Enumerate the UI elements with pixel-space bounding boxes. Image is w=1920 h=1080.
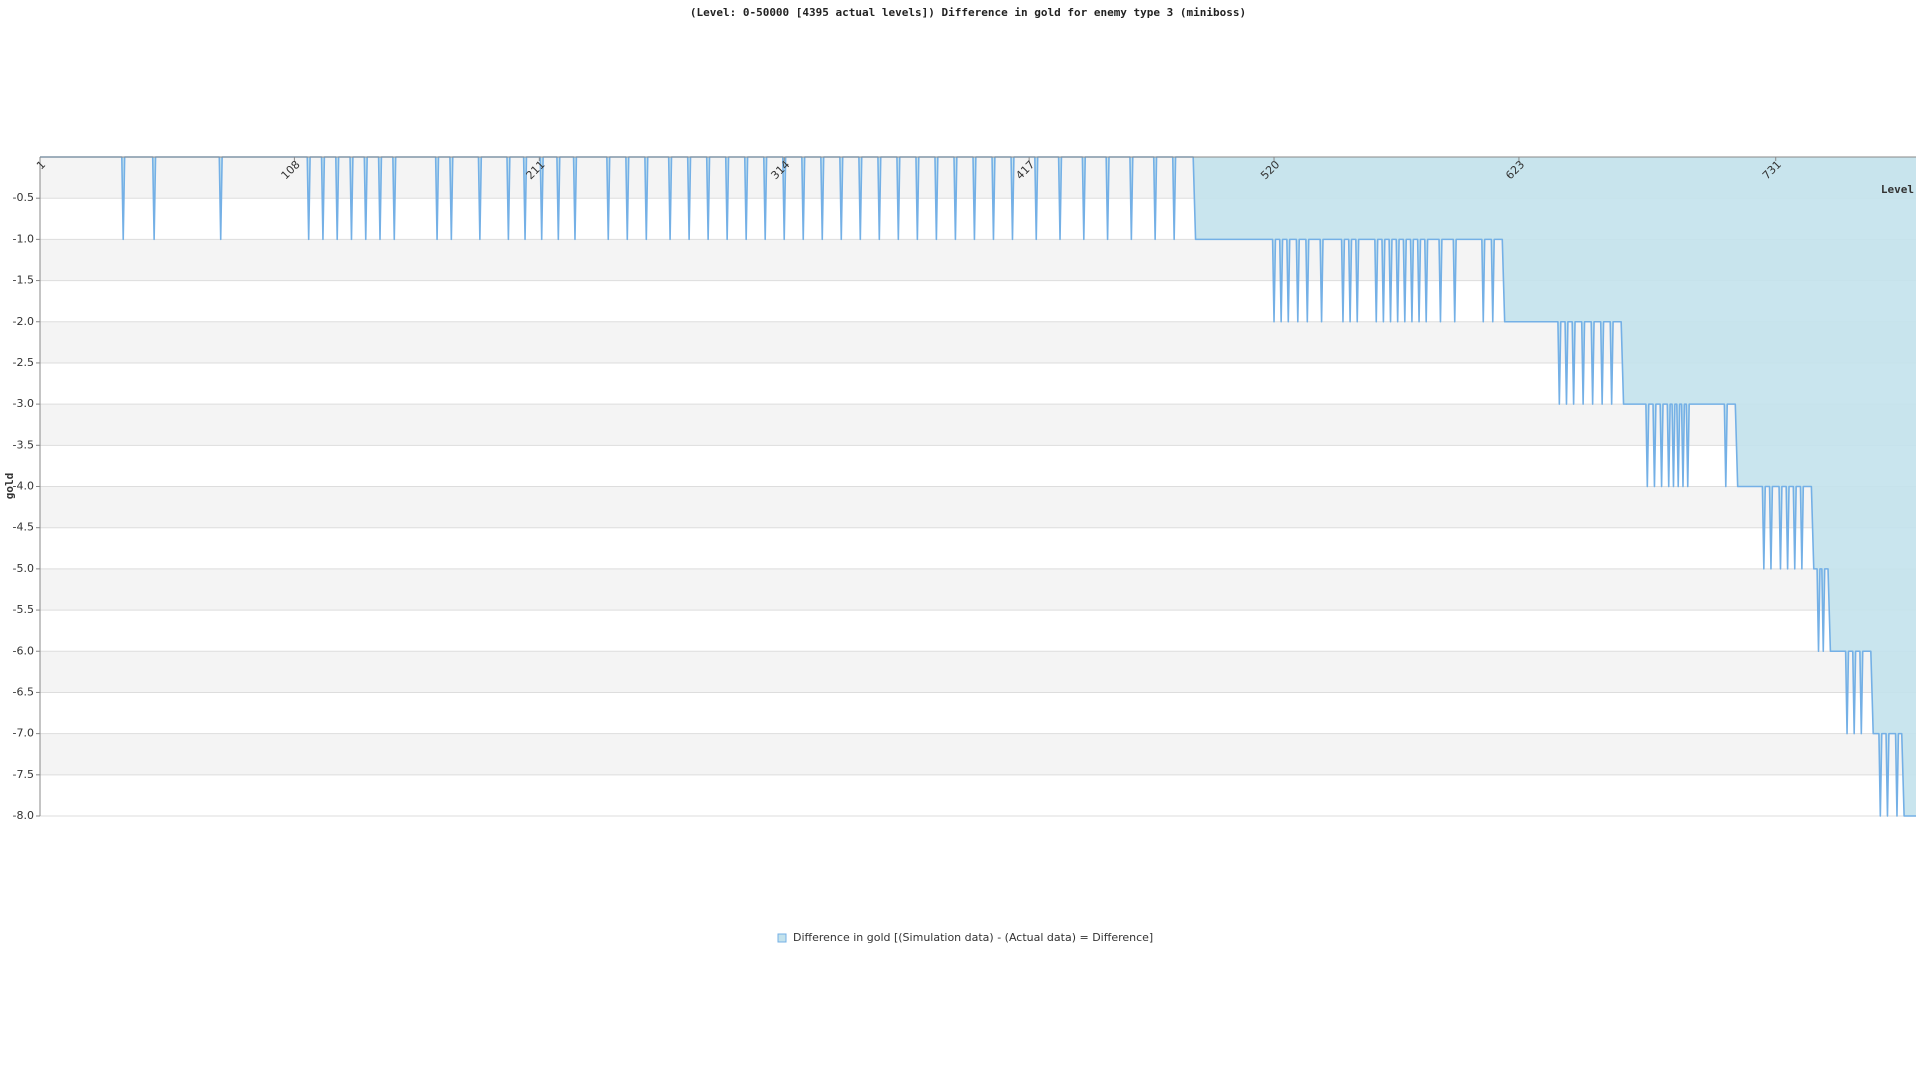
band [40, 404, 1916, 446]
series-area [40, 157, 1916, 816]
y-tick-label: -8.0 [13, 809, 34, 822]
band [40, 486, 1916, 528]
y-tick-label: -3.5 [13, 438, 34, 451]
y-tick-label: -6.0 [13, 644, 34, 657]
y-tick-label: -6.5 [13, 685, 34, 698]
plot-layer: -0.5 -1.0 -1.5 -2.0 -2.5 -3.0 -3.5 -4.0 -4.5 -5.0… [13, 156, 1916, 822]
y-tick-label: -5.5 [13, 603, 34, 616]
y-tick-label: -7.0 [13, 727, 34, 740]
band [40, 568, 1916, 611]
y-tick-label: -7.5 [13, 768, 34, 781]
y-tick-label: -1.5 [13, 274, 34, 287]
y-tick-label: -2.5 [13, 356, 34, 369]
chart-title: (Level: 0-50000 [4395 actual levels]) Di… [690, 6, 1246, 19]
band [40, 733, 1916, 775]
y-tick-label: -2.0 [13, 315, 34, 328]
band [40, 651, 1916, 693]
y-tick-label: -0.5 [13, 191, 34, 204]
y-tick-label: -5.0 [13, 562, 34, 575]
legend-label: Difference in gold [(Simulation data) - … [793, 931, 1153, 944]
y-axis-label: gold [3, 473, 16, 500]
y-tick-label: -3.0 [13, 397, 34, 410]
x-axis-label: Level [1881, 183, 1914, 196]
y-tick-label: -1.0 [13, 232, 34, 245]
y-tick-label: -4.5 [13, 521, 34, 534]
y-tick-label: -4.0 [13, 480, 34, 493]
legend-swatch [777, 933, 787, 943]
